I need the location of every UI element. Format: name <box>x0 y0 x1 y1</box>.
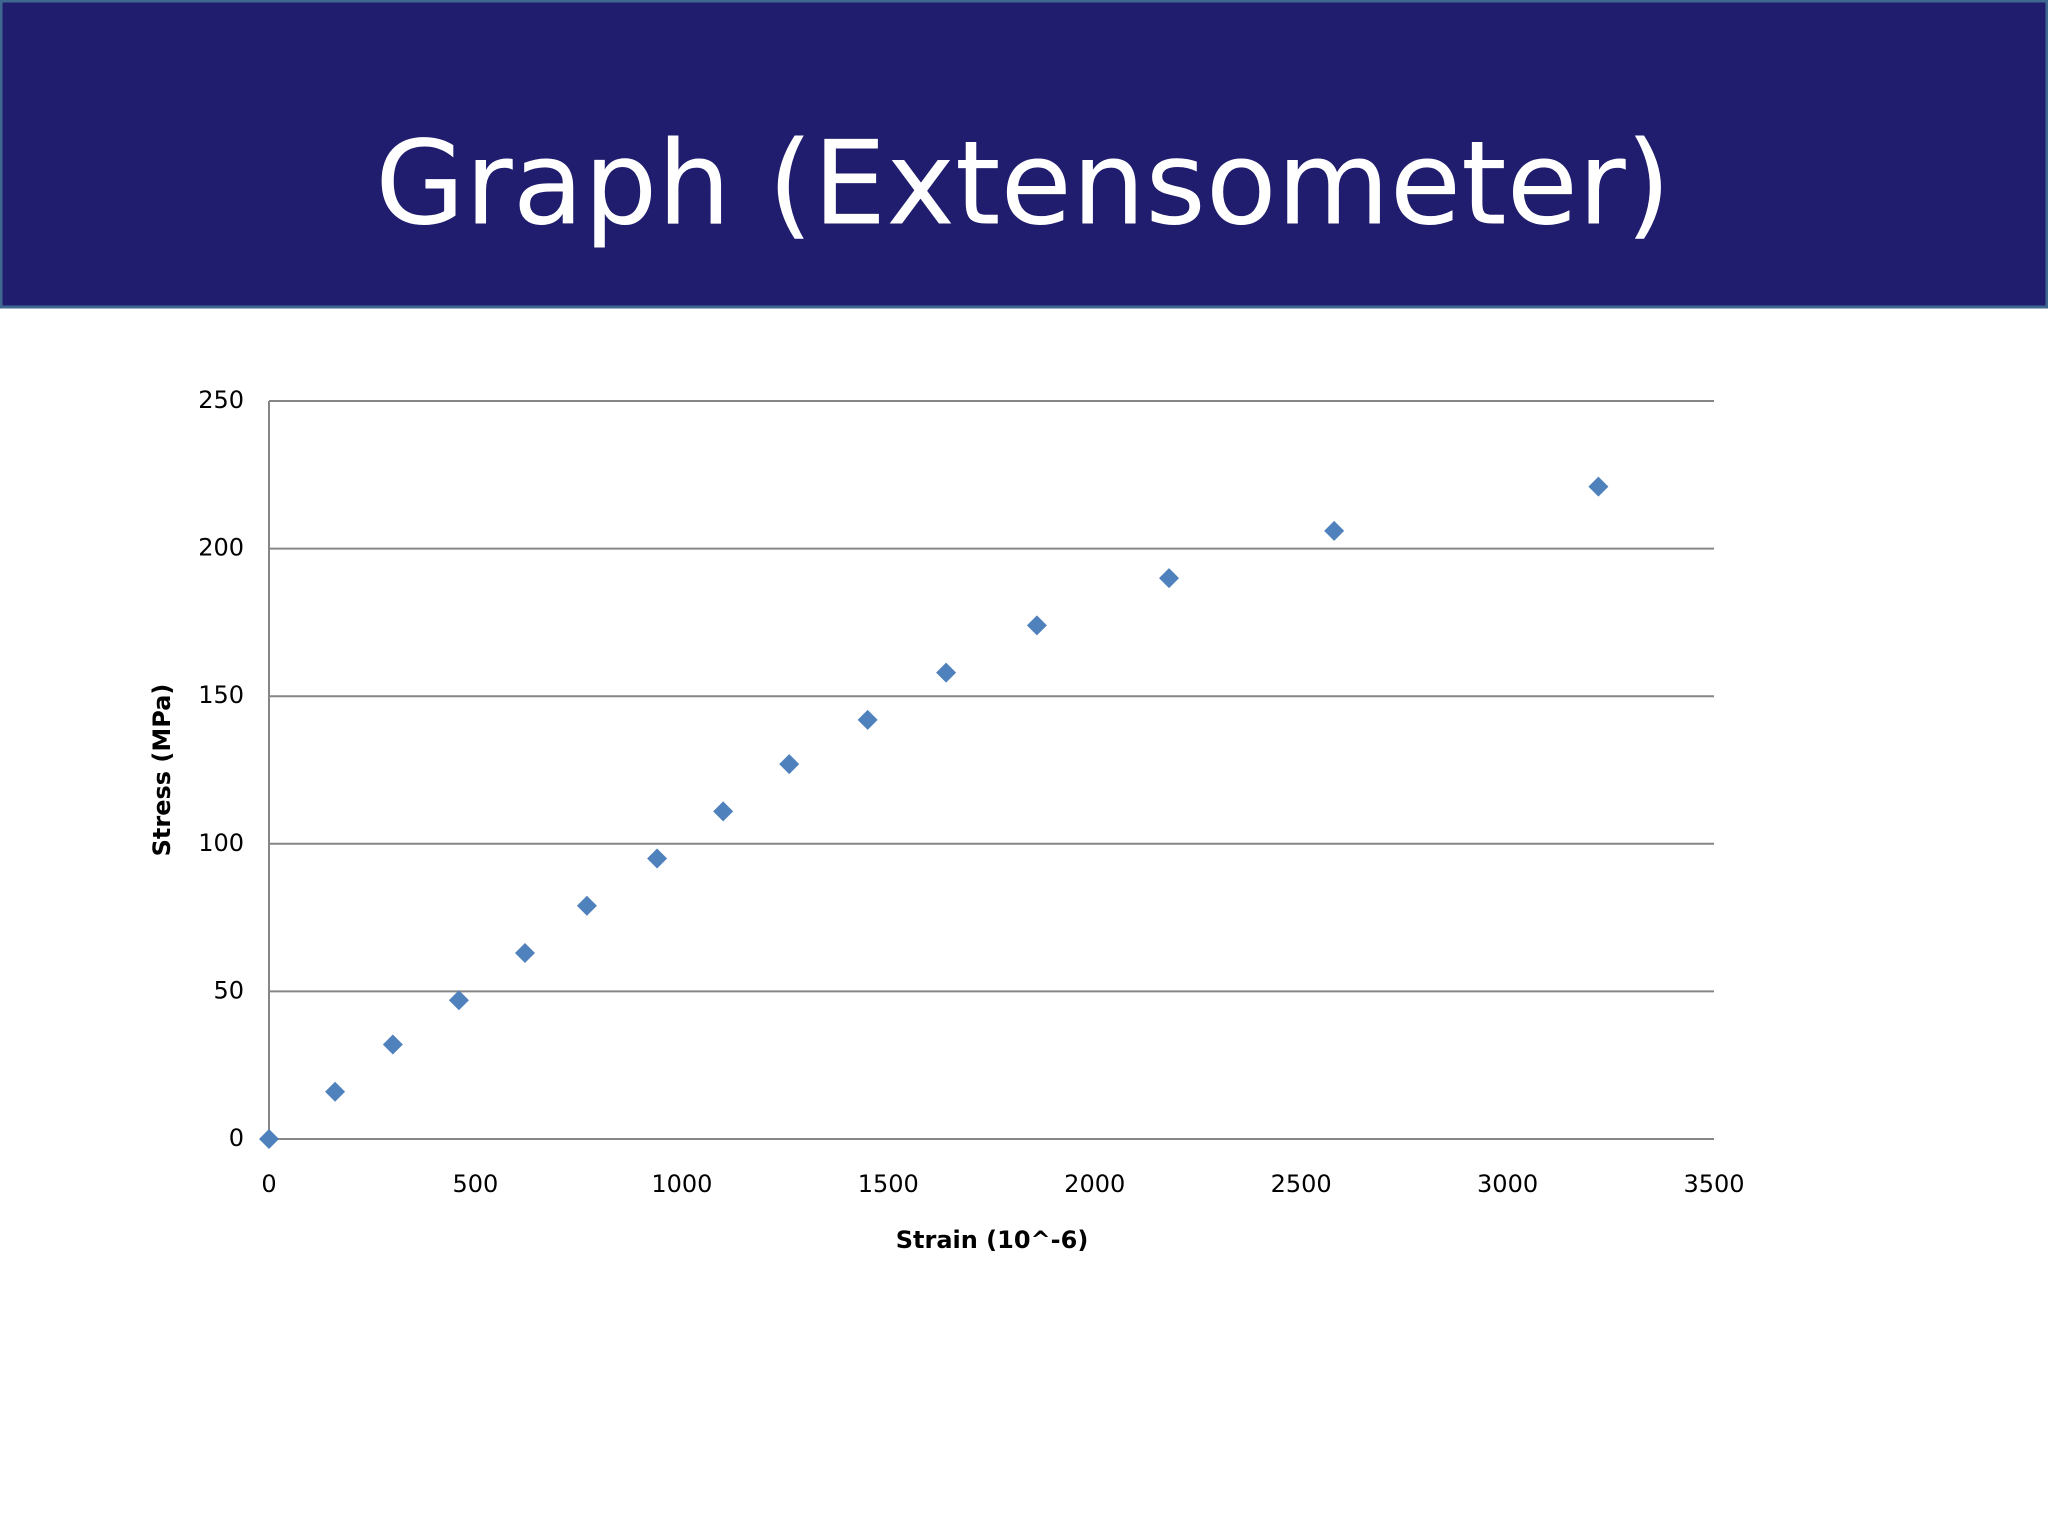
data-point <box>857 709 878 730</box>
data-point <box>448 990 469 1011</box>
data-point <box>936 662 957 683</box>
x-tick-label: 2500 <box>1271 1170 1332 1198</box>
data-point <box>325 1081 346 1102</box>
data-point <box>382 1034 403 1055</box>
data-point <box>713 801 734 822</box>
x-tick-label: 1000 <box>651 1170 712 1198</box>
data-point <box>514 943 535 964</box>
data-point <box>647 848 668 869</box>
x-tick-label: 1500 <box>858 1170 919 1198</box>
x-tick-label: 3000 <box>1477 1170 1538 1198</box>
data-point <box>1159 568 1180 589</box>
data-point <box>1588 476 1609 497</box>
y-tick-label: 100 <box>198 829 244 857</box>
data-point <box>1026 615 1047 636</box>
x-axis-label: Strain (10^-6) <box>896 1226 1089 1254</box>
x-tick-label: 0 <box>261 1170 276 1198</box>
data-point <box>259 1129 279 1149</box>
y-axis-label: Stress (MPa) <box>148 684 176 857</box>
data-point <box>1324 520 1345 541</box>
x-tick-label: 500 <box>453 1170 499 1198</box>
title-banner <box>0 0 2048 309</box>
x-tick-label: 3500 <box>1683 1170 1744 1198</box>
y-tick-label: 200 <box>198 534 244 562</box>
y-tick-label: 150 <box>198 681 244 709</box>
y-tick-label: 250 <box>198 386 244 414</box>
chart-title: Graph (Extensometer) <box>375 117 1671 252</box>
y-tick-label: 0 <box>229 1124 244 1152</box>
x-tick-label: 2000 <box>1064 1170 1125 1198</box>
y-tick-label: 50 <box>213 976 244 1004</box>
data-point <box>779 754 800 775</box>
data-point <box>576 895 597 916</box>
